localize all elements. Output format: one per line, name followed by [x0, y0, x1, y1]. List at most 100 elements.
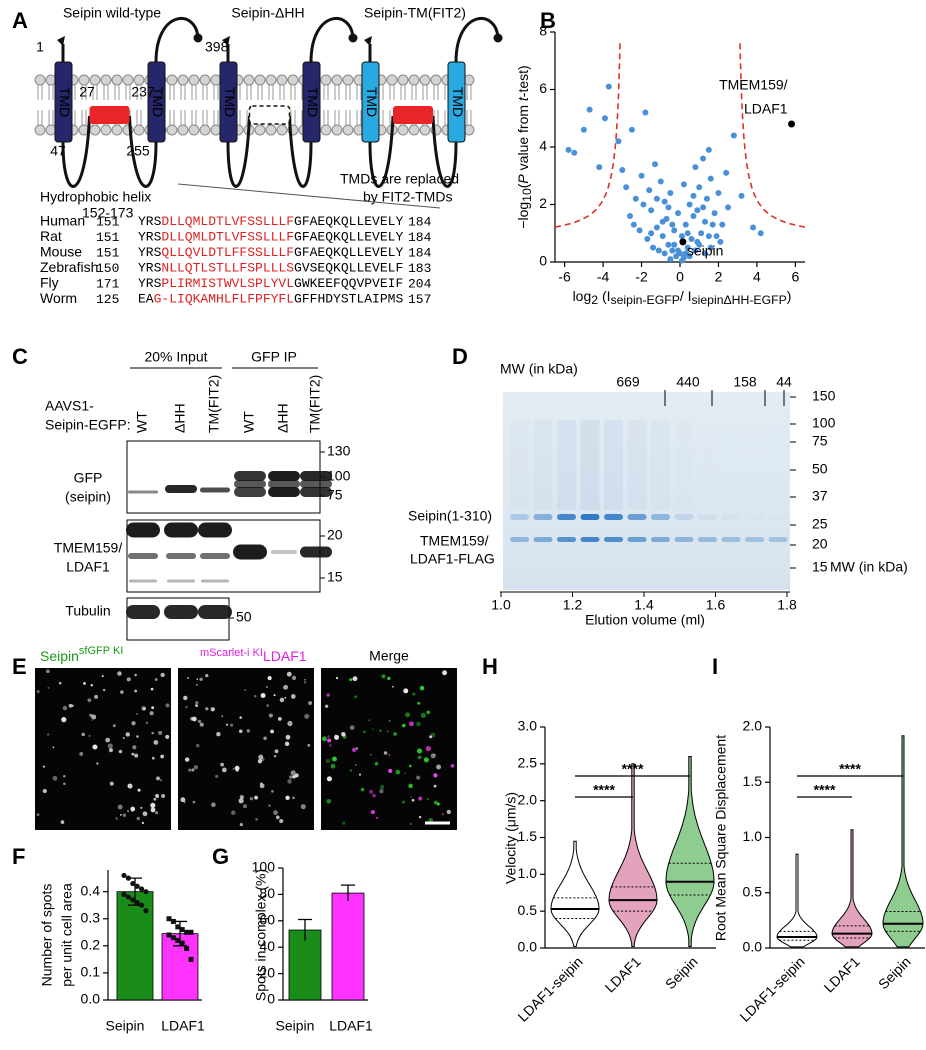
spot: [326, 776, 332, 782]
band: [300, 487, 332, 497]
spot: [304, 713, 310, 719]
spot: [161, 793, 166, 798]
spot: [368, 719, 371, 722]
violin-body: [831, 829, 873, 948]
tmd: [302, 61, 321, 143]
point: [702, 218, 708, 225]
error-bar: [341, 884, 355, 901]
lipid-head: [254, 124, 266, 136]
point: [667, 256, 674, 263]
spot: [426, 710, 431, 715]
label-part: −log: [515, 202, 531, 229]
loop: [61, 115, 91, 188]
y-tick-label: 1.0: [743, 828, 763, 844]
spot: [52, 775, 58, 781]
point: [684, 230, 691, 237]
label-part: 10: [520, 188, 534, 202]
significance-label: ****: [814, 782, 836, 798]
spot: [36, 813, 40, 816]
tmd: [54, 61, 73, 143]
end-residue: 184: [408, 214, 432, 229]
x-tick-label: LDAF1-seipin: [736, 953, 807, 1024]
spot: [289, 775, 293, 779]
spot: [118, 749, 123, 754]
point: [715, 190, 722, 196]
end-residue: 184: [408, 230, 432, 245]
channel-sup: mScarlet-i KI: [200, 647, 263, 659]
gel-smear: [745, 420, 764, 510]
channel-name: Seipin: [40, 648, 79, 664]
sequence: EAG-LIQKAMHLFLFPFYFLGFFHDYSTLAIPMS: [138, 292, 403, 307]
panel-a: TMD TMD Seipin wild-type TMD TMD Seipin-ΔHH TM…: [34, 5, 503, 307]
spot: [58, 681, 62, 685]
seq-flank: GFAEQKQLLEVELY: [294, 230, 403, 245]
highlight-label: LDAF1: [744, 101, 788, 117]
point: [702, 250, 708, 257]
tmd: [219, 61, 238, 143]
lipid-head: [111, 74, 123, 86]
y-tick-label: 0.0: [743, 939, 763, 955]
gel: [503, 392, 790, 590]
spot: [83, 681, 86, 685]
gel-band: [651, 514, 670, 520]
helix: [89, 106, 130, 124]
gel-smear: [557, 420, 576, 510]
spot: [89, 713, 93, 717]
significance-label: ****: [839, 761, 861, 777]
seq-helix: G-LIQKAMHLFLFPFYFL: [154, 292, 294, 307]
spot: [191, 768, 195, 772]
point: [705, 233, 712, 240]
native-marker: 440: [676, 374, 700, 390]
highlight-point: [679, 238, 687, 246]
spot: [47, 733, 50, 736]
seq-helix: QLLQVLDTLFFSSLLLF: [161, 245, 294, 260]
spot: [265, 685, 269, 689]
sequence: YRSPLIRMISTWVLSPLYVLGWKEEFQQVPVEIF: [138, 276, 403, 291]
lipid-head: [177, 74, 189, 86]
spot: [196, 743, 200, 748]
point: [667, 190, 674, 196]
lipid-head: [419, 124, 431, 136]
bar: [116, 891, 154, 1001]
spot: [195, 684, 198, 686]
lane-label: ΔHH: [172, 403, 188, 433]
spot: [210, 707, 215, 712]
data-point: [179, 940, 185, 946]
spot: [273, 755, 277, 758]
spot: [165, 734, 170, 739]
point: [675, 210, 682, 217]
lipid-head: [34, 74, 46, 86]
spot: [193, 765, 199, 770]
lane-label: TM(FIT2): [206, 375, 222, 433]
bar: [288, 929, 322, 1001]
spot: [392, 685, 394, 688]
lipid-head: [430, 74, 442, 86]
c-end: [193, 33, 203, 43]
point: [586, 106, 593, 113]
spot: [246, 729, 250, 733]
y-tick-label: 0.5: [518, 902, 538, 918]
point: [646, 187, 653, 194]
n-flag: [57, 36, 65, 46]
y-tick-label: 80: [259, 885, 275, 901]
point: [688, 236, 695, 242]
spot: [411, 798, 415, 802]
spot: [395, 769, 401, 775]
spot: [127, 783, 132, 788]
spot: [120, 690, 124, 694]
spot: [151, 756, 155, 760]
point: [713, 233, 720, 240]
spot: [259, 783, 265, 789]
spot: [304, 678, 307, 681]
y-axis-title: Root Mean Square Displacement: [713, 735, 729, 941]
spot: [412, 692, 416, 696]
gel-band: [768, 537, 788, 542]
spot: [332, 756, 337, 762]
spot: [300, 804, 306, 810]
spot: [115, 817, 118, 820]
spot: [117, 671, 122, 676]
gel-smear: [769, 420, 788, 510]
seq-helix: DLLQMLDTLVFSSLLLF: [161, 230, 294, 245]
spot: [427, 798, 430, 800]
spot: [342, 821, 346, 825]
